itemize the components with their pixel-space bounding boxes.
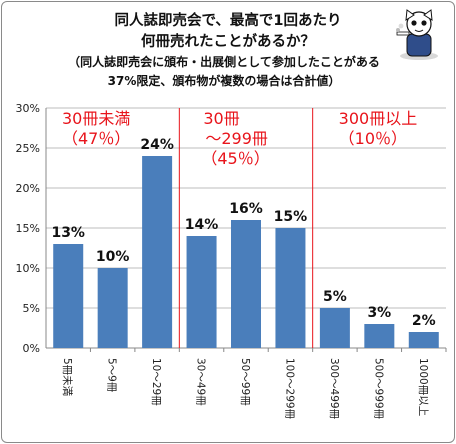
data-label: 15% — [274, 209, 308, 225]
y-tick-label: 5% — [23, 302, 40, 315]
bar — [364, 324, 395, 348]
y-tick-label: 15% — [16, 222, 40, 235]
data-label: 10% — [96, 249, 130, 265]
data-label: 13% — [51, 225, 85, 241]
x-tick-label: 300〜499冊 — [328, 358, 340, 420]
group-label: （47％） — [62, 129, 130, 148]
chart-title-line2: 何冊売れたことがあるか？ — [141, 32, 315, 50]
data-label: 3% — [367, 305, 391, 321]
y-tick-label: 25% — [16, 142, 40, 155]
chart-subtitle-line2: 37%限定、頒布物が複数の場合は合計値） — [108, 73, 341, 88]
cartoon-mascot-icon — [396, 9, 438, 60]
bar — [231, 220, 261, 348]
y-axis-ticks: 0% 5% 10% 15% 20% 25% 30% — [16, 102, 40, 355]
data-label: 2% — [412, 313, 436, 329]
bar — [186, 236, 217, 348]
group-label: 30冊未満 — [62, 109, 130, 128]
y-tick-label: 10% — [16, 262, 40, 275]
data-label: 24% — [140, 137, 174, 153]
y-tick-label: 0% — [23, 342, 40, 355]
bar — [408, 332, 439, 348]
bar — [142, 156, 173, 348]
group-label: 300冊以上 — [339, 109, 418, 128]
x-tick-label: 30〜49冊 — [195, 358, 207, 406]
x-tick-label: 10〜29冊 — [150, 358, 162, 406]
x-tick-label: 50〜99冊 — [239, 358, 251, 406]
bar — [97, 268, 128, 348]
group-label: 〜299冊 — [205, 129, 268, 148]
x-tick-label: 5〜9冊 — [106, 358, 118, 393]
bar — [275, 228, 306, 348]
group-label: （45％） — [201, 149, 269, 168]
data-label: 14% — [185, 217, 219, 233]
data-label: 5% — [323, 289, 347, 305]
data-labels: 13% 10% 24% 14% 16% 15% 5% 3% 2% — [51, 137, 435, 329]
x-axis-ticks: 5冊未満 5〜9冊 10〜29冊 30〜49冊 50〜99冊 100〜299冊 300〜49… — [61, 358, 429, 420]
x-tick-label: 5冊未満 — [61, 358, 73, 397]
y-tick-label: 20% — [16, 182, 40, 195]
chart-subtitle: （同人誌即売会に頒布・出展側として参加したことがある — [68, 54, 380, 69]
x-tick-label: 100〜299冊 — [283, 358, 295, 420]
x-tick-label: 500〜999冊 — [372, 358, 384, 420]
bars — [53, 156, 439, 348]
group-label: （10％） — [339, 129, 407, 148]
chart-title: 同人誌即売会で、最高で1回あたり — [114, 11, 341, 29]
data-label: 16% — [229, 201, 263, 217]
x-tick-label: 1000冊以上 — [417, 358, 429, 416]
y-tick-label: 30% — [16, 102, 40, 115]
group-annotations: 30冊未満（47％） 30冊〜299冊（45％） 300冊以上（10％） — [62, 108, 417, 348]
bar — [319, 308, 350, 348]
bar — [53, 244, 84, 348]
group-label: 30冊 — [203, 109, 239, 128]
